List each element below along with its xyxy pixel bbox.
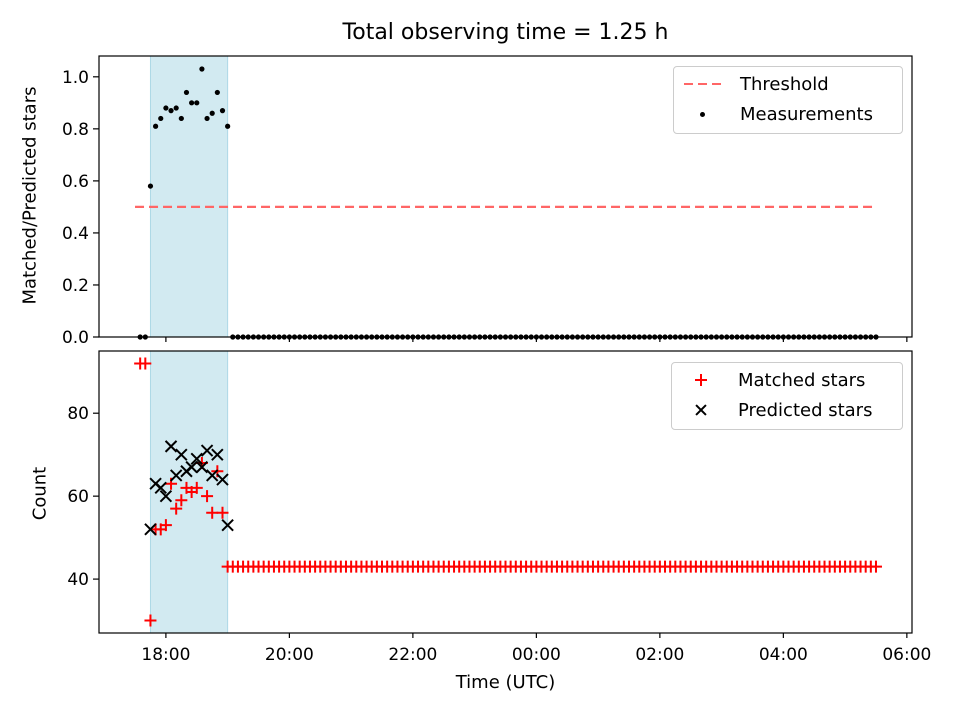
legend-label-predicted: Predicted stars [738,399,873,421]
matched-star-point [869,560,882,573]
predicted-star-point [185,460,198,474]
xtick-label: 22:00 [388,645,437,665]
legend-item-matched: Matched stars [672,367,865,393]
measurement-point [199,66,205,72]
predicted-star-point [175,448,188,461]
measurement-point [168,108,174,114]
top-ytick-label: 0.4 [62,224,89,244]
top-ytick-label: 1.0 [62,68,89,88]
predicted-star-point [164,440,178,453]
top-shaded-window [149,55,229,338]
legend-item-threshold: Threshold [674,71,829,97]
legend-item-predicted: Predicted stars [672,397,872,423]
matched-star-point [175,494,188,507]
measurement-point [225,123,231,129]
top-ytick-label: 0.6 [62,172,89,192]
measurement-point [194,100,200,106]
top-ytick-label: 0.0 [62,328,89,348]
measurement-point [153,123,159,129]
measurement-point [219,108,226,114]
predicted-star-point [216,473,229,486]
xtick-label: 04:00 [759,645,808,665]
dot-marker-icon [682,101,722,127]
measurement-point [158,115,164,122]
xtick-label: 20:00 [265,645,314,665]
measurement-point [209,110,215,116]
predicted-star-point [200,444,214,457]
measurement-point [183,89,190,96]
predicted-star-point [190,452,203,466]
xtick-label: 00:00 [512,645,561,665]
measurement-point [163,105,169,111]
matched-star-point [139,357,152,370]
matched-star-point [159,519,172,532]
measurement-point [173,105,179,111]
predicted-star-point [205,469,219,482]
top-ylabel: Matched/Predicted stars [19,86,41,305]
predicted-star-point [159,489,173,503]
x-axis-label: Time (UTC) [455,672,556,693]
top-legend: Threshold Measurements [673,66,903,134]
bottom-ytick-label: 80 [67,404,89,424]
matched-star-point [144,614,157,627]
x-marker-icon [680,397,720,423]
matched-star-point [216,506,229,519]
predicted-star-point [169,469,183,482]
predicted-star-point [144,523,157,536]
bottom-legend: Matched stars Predicted stars [671,362,903,430]
bottom-axes-frame [98,350,913,634]
legend-label-matched: Matched stars [738,369,866,391]
xtick-label: 18:00 [141,645,190,665]
matched-star-point [206,506,219,519]
matched-star-point [190,481,203,494]
measurement-point [189,100,195,106]
xtick-label: 06:00 [882,645,931,665]
measurement-point [214,89,220,96]
top-ytick-label: 0.2 [62,276,89,296]
top-ytick-label: 0.8 [62,120,89,140]
predicted-star-point [211,448,224,461]
bottom-ytick-label: 40 [67,570,89,590]
matched-star-point [201,490,214,503]
plus-marker-icon [680,367,720,393]
measurement-point [204,115,210,122]
dashed-line-icon [682,71,722,97]
top-axes-frame [98,55,913,338]
figure-title: Total observing time = 1.25 h [342,20,669,45]
legend-item-measurements: Measurements [674,101,873,127]
measurement-point [147,183,154,189]
xtick-label: 02:00 [635,645,684,665]
predicted-star-point [221,518,234,532]
predicted-star-point [195,460,209,474]
measurement-point [178,115,184,122]
legend-label-threshold: Threshold [740,73,829,95]
matched-star-point [170,502,183,515]
bottom-ylabel: Count [29,466,51,521]
predicted-star-point [154,481,167,495]
legend-label-measurements: Measurements [740,103,873,125]
bottom-ytick-label: 60 [67,487,89,507]
